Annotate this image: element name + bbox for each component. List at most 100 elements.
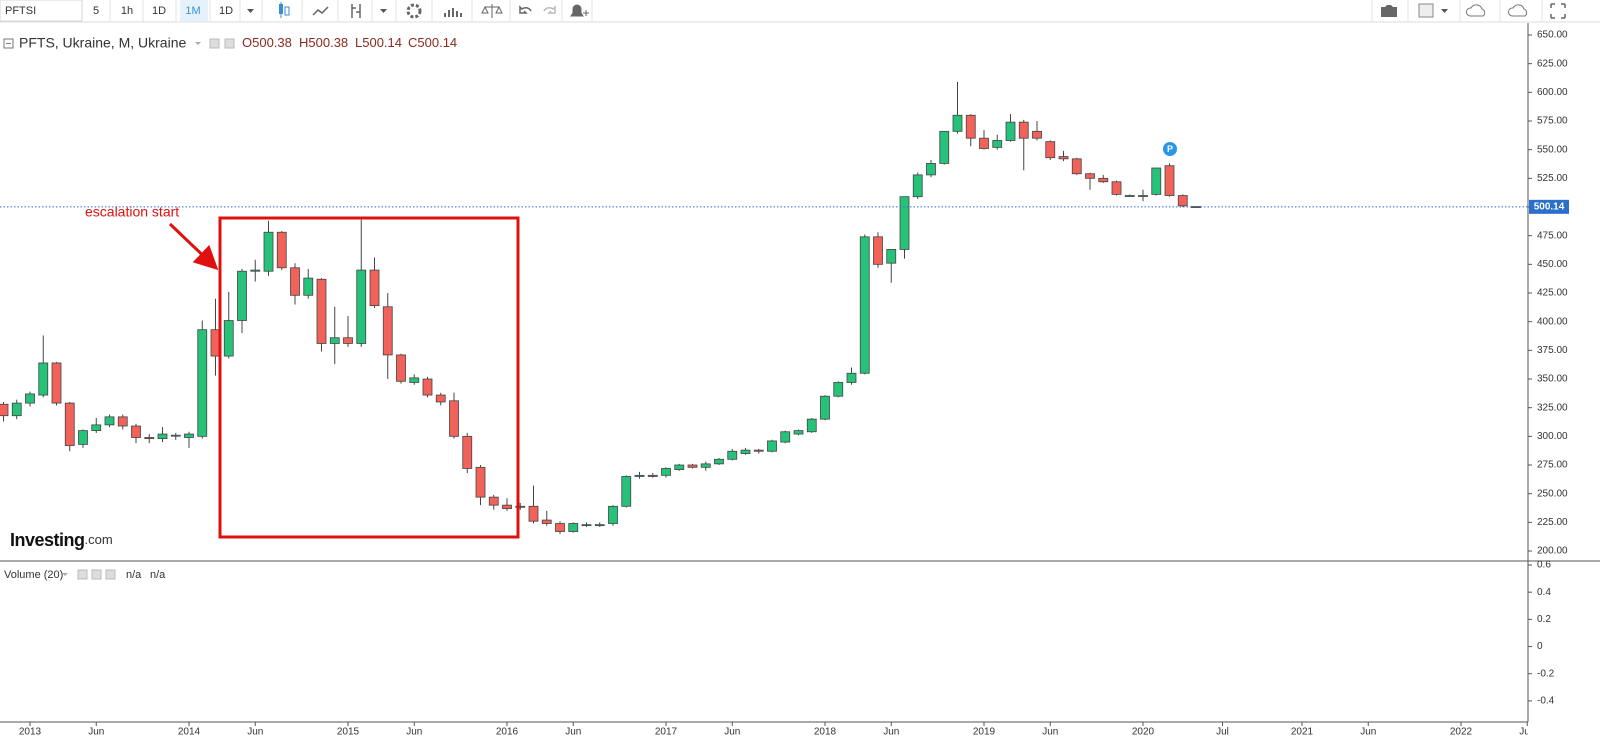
price-plot <box>0 82 1528 534</box>
candle-body <box>303 277 314 296</box>
candle-body <box>329 337 340 344</box>
candle-body <box>912 174 923 198</box>
candle-body <box>528 505 539 522</box>
candle-body <box>793 430 804 435</box>
candle-body <box>1138 195 1148 197</box>
candle-body <box>873 236 883 265</box>
legend-icon[interactable] <box>209 38 220 49</box>
legend-icon[interactable] <box>91 569 102 580</box>
price-legend: PFTS, Ukraine, M, Ukraine O500.38 H500.3… <box>3 35 457 51</box>
y-tick-label: 625.00 <box>1537 58 1568 69</box>
legend-icon[interactable] <box>224 38 235 49</box>
dropdown-caret[interactable] <box>1441 9 1448 13</box>
candle-body <box>1124 195 1135 197</box>
camera-icon[interactable] <box>1381 5 1397 17</box>
candle-body <box>1045 141 1056 159</box>
candle-body <box>117 416 128 427</box>
candle-body <box>555 523 565 532</box>
y-tick-label: 350.00 <box>1537 374 1568 385</box>
candle-body <box>1018 121 1029 139</box>
candle-body <box>1005 121 1016 141</box>
candle-body <box>409 377 420 383</box>
candle-body <box>647 474 658 477</box>
y-tick-label: 300.00 <box>1537 431 1568 442</box>
collapse-icon[interactable] <box>3 38 14 49</box>
settings-icon[interactable] <box>406 3 422 19</box>
x-tick-label: 2020 <box>1132 727 1155 738</box>
x-tick-label: 2021 <box>1291 727 1314 738</box>
candle-body <box>886 249 897 264</box>
candle-body <box>51 362 62 404</box>
y-tick-label: 475.00 <box>1537 230 1568 241</box>
y-tick-label: 0.2 <box>1537 614 1551 625</box>
event-marker[interactable] <box>1163 142 1177 156</box>
candle-body <box>899 196 910 250</box>
compare-icon[interactable] <box>481 4 503 18</box>
volume-value: n/a <box>126 569 142 581</box>
toolbar-separators <box>109 0 1543 22</box>
annotation-arrow[interactable] <box>168 222 219 271</box>
candle-body <box>661 468 671 476</box>
candle-body <box>992 140 1003 148</box>
interval-button[interactable]: 1h <box>121 5 133 17</box>
undo-icon[interactable] <box>519 5 532 14</box>
highlight-box[interactable] <box>218 216 520 539</box>
legend-icon[interactable] <box>105 569 116 580</box>
x-tick-label: 2015 <box>337 727 360 738</box>
y-tick-label: 450.00 <box>1537 259 1568 270</box>
ohlc-close: C500.14 <box>408 35 457 50</box>
series-title: PFTS, Ukraine, M, Ukraine <box>19 35 186 51</box>
bars-icon[interactable] <box>351 4 361 18</box>
x-tick-label: 2016 <box>496 727 519 738</box>
y-tick-label: 325.00 <box>1537 402 1568 413</box>
cloud-load-icon[interactable] <box>1508 4 1528 17</box>
candle-body <box>594 524 605 527</box>
candle-body <box>396 354 406 382</box>
dropdown-caret[interactable] <box>380 9 387 13</box>
candle-body <box>1071 158 1082 175</box>
alert-icon[interactable] <box>570 4 589 17</box>
x-tick-label: Jun <box>406 727 422 738</box>
interval-button[interactable]: 5 <box>93 5 99 17</box>
interval-button[interactable]: 1D <box>152 5 166 17</box>
layout-icon[interactable] <box>1418 3 1434 18</box>
candle-body <box>926 163 936 176</box>
symbol-input[interactable] <box>0 0 83 22</box>
toolbar: PFTSI 5 1h 1D 1M 1D <box>0 0 1600 23</box>
y-tick-label: 0.6 <box>1537 560 1551 571</box>
candle-body <box>979 137 989 149</box>
legend-caret[interactable] <box>195 42 201 45</box>
y-tick-label: 200.00 <box>1537 546 1568 557</box>
candle-body <box>237 270 247 321</box>
interval-button[interactable]: 1M <box>185 5 200 17</box>
logo: Investing.com <box>10 530 113 550</box>
y-tick-label: 225.00 <box>1537 517 1568 528</box>
volume-plot: 0.6 0.4 0.2 0 -0.2 -0.4 <box>1528 560 1555 707</box>
y-tick-label: 375.00 <box>1537 345 1568 356</box>
redo-icon[interactable] <box>543 5 556 14</box>
candle-body <box>1191 206 1201 208</box>
y-tick-label: 575.00 <box>1537 116 1568 127</box>
legend-caret[interactable] <box>62 573 68 576</box>
candle-body <box>223 320 234 357</box>
candle-body <box>290 267 300 296</box>
candle-body <box>1151 167 1162 195</box>
x-tick-label: 2019 <box>973 727 996 738</box>
line-icon[interactable] <box>312 6 329 16</box>
candle-body <box>184 433 194 438</box>
dropdown-caret[interactable] <box>247 9 254 13</box>
legend-icon[interactable] <box>77 569 88 580</box>
y-tick-label: 250.00 <box>1537 488 1568 499</box>
candle-body <box>78 430 88 445</box>
x-tick-label: 2018 <box>814 727 837 738</box>
y-tick-label: 275.00 <box>1537 460 1568 471</box>
candle-body <box>608 505 618 524</box>
candle-body <box>767 440 777 452</box>
interval-button[interactable]: 1D <box>219 5 233 17</box>
candle-type-icon[interactable] <box>279 2 290 18</box>
cloud-save-icon[interactable] <box>1466 4 1486 17</box>
annotation-text[interactable]: escalation start <box>85 204 179 220</box>
candle-body <box>276 231 287 269</box>
fullscreen-icon[interactable] <box>1550 3 1566 19</box>
indicators-icon[interactable] <box>444 8 462 17</box>
